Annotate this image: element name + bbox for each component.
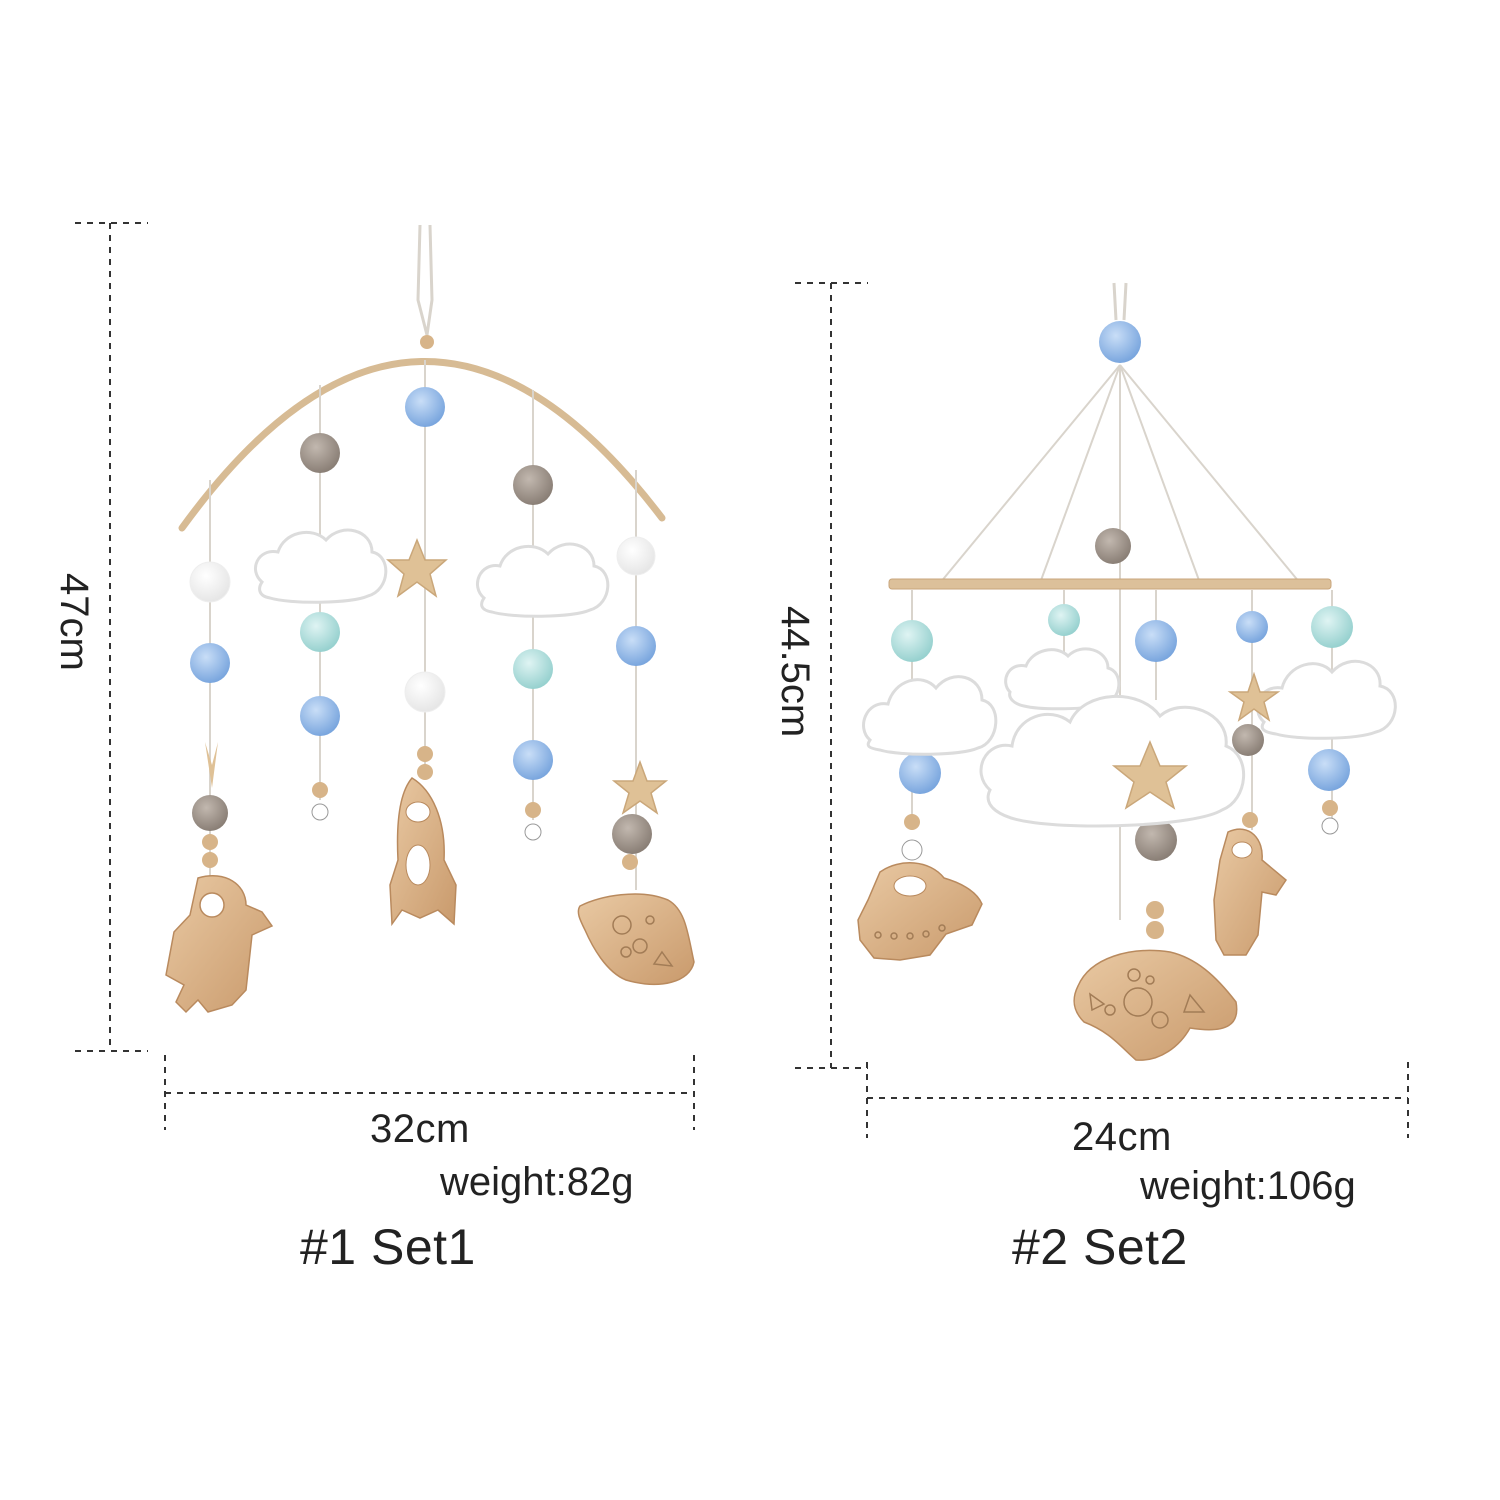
set1-mobile [165, 224, 695, 1014]
set2-weight-label: weight:106g [1140, 1164, 1356, 1208]
set2-width-label: 24cm [1072, 1115, 1172, 1159]
set1-width-label: 32cm [370, 1107, 470, 1151]
set2-dimension-lines [795, 282, 1409, 1138]
set1-dimension-lines [75, 222, 695, 1130]
set2-height-label: 44.5cm [773, 606, 817, 738]
set1-name: #1 Set1 [300, 1219, 476, 1275]
set1-weight-label: weight:82g [440, 1160, 634, 1204]
set2-name: #2 Set2 [1012, 1219, 1188, 1275]
set1-height-label: 47cm [52, 573, 96, 671]
set2-mobile [857, 282, 1397, 1061]
